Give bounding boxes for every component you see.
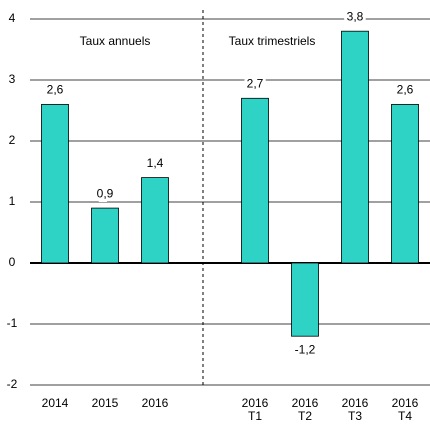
value-label: -1,2 [295,342,316,356]
value-label: 2,6 [47,83,64,97]
y-tick-label: 4 [9,11,16,25]
x-tick-label: 2016 [141,396,169,410]
y-tick-label: 0 [9,255,16,269]
bar [391,104,419,264]
bar [141,177,169,264]
x-tick-label: 2016 T3 [341,396,369,423]
bar [291,262,319,337]
annotation: Taux trimestriels [229,34,316,48]
x-tick-label: 2016 T2 [291,396,319,423]
x-tick-label: 2016 T1 [241,396,269,423]
value-label: 2,6 [397,83,414,97]
value-label: 0,9 [97,186,114,200]
value-label: 3,8 [347,9,364,23]
y-tick-label: -2 [7,377,18,391]
y-tick-label: 1 [9,194,16,208]
y-tick-label: 2 [9,133,16,147]
y-tick-label: -1 [7,316,18,330]
value-label: 1,4 [147,156,164,170]
bar [241,97,269,264]
y-tick-label: 3 [9,72,16,86]
bar [91,207,119,264]
value-label: 2,7 [247,76,264,90]
x-tick-label: 2016 T4 [391,396,419,423]
bar [341,30,369,264]
annotation: Taux annuels [80,34,151,48]
x-tick-label: 2014 [41,396,69,410]
x-tick-label: 2015 [91,396,119,410]
bar [41,104,69,264]
